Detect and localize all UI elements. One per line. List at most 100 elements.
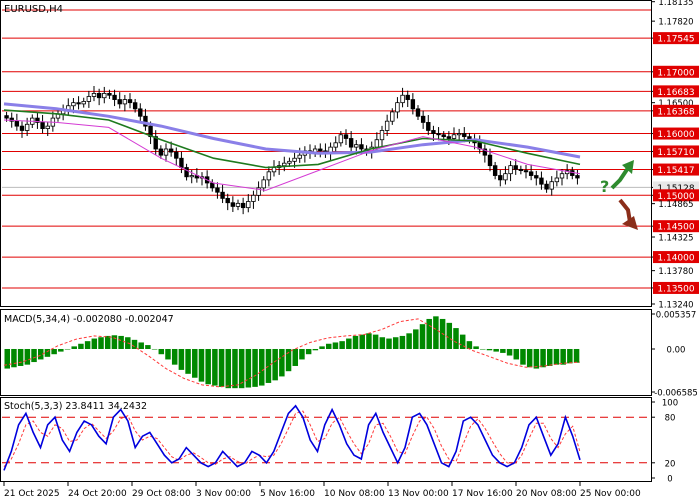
candle-body [374, 139, 380, 148]
macd-bar [426, 318, 432, 349]
macd-tick-label: 0.00 [667, 345, 686, 355]
time-tick-label: 24 Oct 20:00 [68, 489, 127, 499]
time-tick-label: 29 Oct 08:00 [132, 489, 191, 499]
price-label-box [653, 127, 699, 140]
macd-bar [319, 346, 325, 349]
macd-bar [299, 348, 305, 360]
time-tick-label: 13 Nov 00:00 [388, 489, 449, 499]
price-tick-label: 1.13780 [658, 267, 693, 277]
macd-bar [540, 348, 546, 368]
candle-body [246, 201, 251, 209]
forecast-up-arrow [610, 166, 630, 190]
price-label-box [653, 189, 699, 202]
macd-bar [212, 348, 218, 386]
macd-bar [346, 338, 352, 349]
candle-body [554, 177, 560, 183]
macd-bar [51, 348, 57, 355]
macd-bar [413, 329, 419, 349]
candle-body [132, 102, 138, 110]
candle-body [4, 115, 9, 119]
candle-body [544, 183, 549, 190]
macd-bar [98, 337, 104, 349]
candle-body [251, 194, 256, 202]
price-label-box [653, 145, 699, 158]
candle-body [45, 125, 50, 130]
candle-body [71, 102, 76, 107]
time-axis: 21 Oct 2025 24 Oct 20:00 29 Oct 08:00 3 Nov… [3, 481, 641, 499]
macd-bar [185, 348, 191, 374]
candle-body [410, 99, 416, 110]
candles [4, 85, 580, 215]
candle-body [400, 94, 405, 104]
candle-body [415, 108, 421, 117]
macd-tick-label: -0.006585 [654, 389, 698, 399]
macd-bar [165, 348, 171, 360]
candle-body [143, 115, 148, 127]
stoch-tick-label: 80 [665, 414, 676, 424]
macd-bar [379, 337, 386, 349]
macd-bar [506, 348, 513, 356]
candle-body [318, 148, 323, 152]
macd-bar [238, 348, 245, 389]
candle-body [86, 96, 92, 102]
macd-bar [218, 348, 225, 387]
macd-bar [91, 338, 98, 349]
candle-body [292, 157, 297, 162]
candle-body [127, 99, 133, 104]
candle-body [112, 94, 117, 100]
macd-bar [64, 348, 71, 350]
candle-body [379, 130, 385, 141]
candle-body [534, 175, 539, 179]
macd-histogram: 0.005357 0.00 -0.006585 [3, 311, 698, 399]
candle-body [9, 117, 14, 122]
candle-body [498, 175, 503, 181]
resistance-support-levels [2, 9, 651, 289]
macd-bar [312, 348, 319, 351]
macd-bar [158, 348, 165, 355]
macd-bar [486, 348, 493, 351]
price-level-label: 1.16000 [657, 130, 694, 140]
macd-bar [44, 348, 51, 357]
price-tick-label: 1.17820 [658, 18, 693, 28]
macd-bar [493, 348, 499, 352]
macd-bar [78, 343, 84, 349]
macd-bar [500, 348, 506, 353]
macd-bar [520, 348, 526, 365]
candle-body [559, 173, 565, 179]
macd-bar [399, 335, 406, 349]
macd-bar [285, 348, 292, 372]
price-label-box [653, 32, 699, 45]
price-label-box [653, 65, 699, 78]
macd-bar [37, 348, 44, 360]
candle-body [261, 179, 266, 189]
candle-body [184, 167, 189, 178]
stoch-panel-frame [0, 397, 652, 482]
macd-bar [573, 348, 580, 363]
candle-body [117, 99, 122, 105]
candle-body [462, 133, 467, 138]
macd-bar [259, 348, 265, 386]
macd-bar [225, 348, 232, 389]
candle-body [395, 102, 400, 113]
time-tick-label: 3 Nov 00:00 [196, 489, 251, 499]
stoch-title: Stoch(5,3,3) 23.8411 34.2432 [4, 401, 147, 412]
candle-body [91, 93, 97, 97]
price-level-label: 1.16683 [657, 88, 694, 98]
stoch-tick-label: 20 [665, 459, 676, 469]
candle-body [518, 168, 524, 172]
macd-bar [131, 339, 138, 349]
macd-bar [459, 334, 466, 349]
macd-bar [4, 348, 10, 369]
candle-body [210, 182, 215, 189]
time-tick-label: 21 Oct 2025 [4, 489, 60, 499]
stoch-tick-label: 0 [667, 475, 672, 485]
macd-title: MACD(5,34,4) -0.002080 -0.002047 [4, 314, 174, 325]
price-label-box [653, 104, 699, 117]
macd-bar [198, 348, 205, 382]
macd-bar [279, 348, 285, 377]
candle-body [436, 133, 441, 136]
candle-body [225, 197, 230, 204]
stoch-tick-label: 100 [662, 399, 678, 409]
candle-body [81, 101, 86, 105]
